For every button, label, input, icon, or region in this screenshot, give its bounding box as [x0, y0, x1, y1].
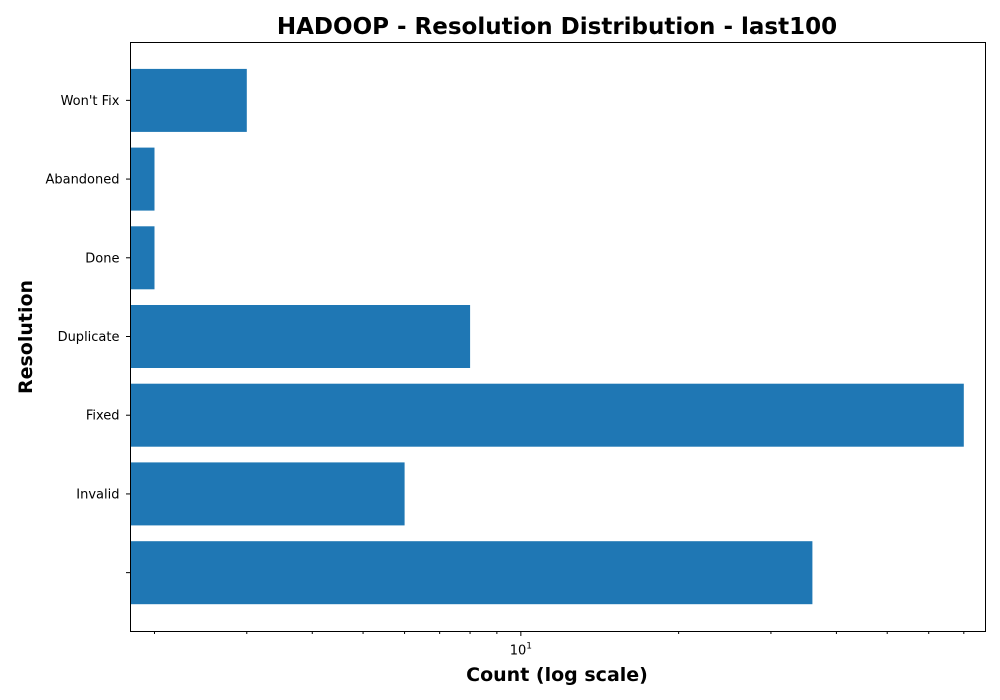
- plot-frame: [130, 42, 986, 632]
- y-tick-label-6: Won't Fix: [61, 94, 120, 109]
- x-axis-label: Count (log scale): [466, 664, 648, 686]
- x-tick-label-0: 101: [510, 642, 532, 659]
- bar-5: [130, 147, 155, 211]
- chart-title: HADOOP - Resolution Distribution - last1…: [277, 14, 837, 40]
- y-tick-label-3: Duplicate: [58, 330, 120, 345]
- y-tick-label-1: Invalid: [76, 487, 119, 502]
- bar-0: [130, 541, 813, 605]
- y-tick-label-5: Abandoned: [45, 173, 119, 188]
- y-tick-label-2: Fixed: [86, 409, 120, 424]
- x-ticks-group: 101: [153, 631, 965, 659]
- bar-1: [130, 462, 405, 526]
- y-axis-label: Resolution: [15, 280, 37, 394]
- y-tick-label-4: Done: [85, 251, 119, 266]
- bar-2: [130, 383, 964, 447]
- bar-4: [130, 226, 155, 290]
- y-ticks-group: Invalid Fixed Duplicate Done Abandoned Won't …: [45, 94, 131, 574]
- bars-group: [130, 68, 964, 605]
- bar-3: [130, 305, 471, 368]
- bar-6: [130, 68, 247, 132]
